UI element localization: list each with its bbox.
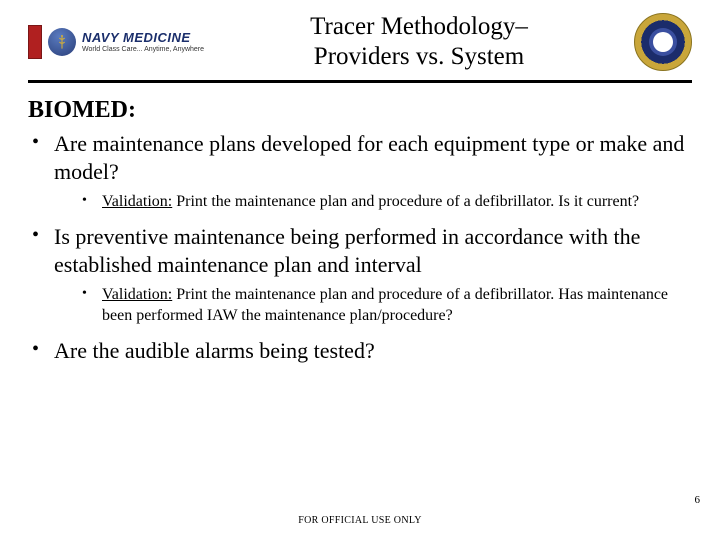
caduceus-icon xyxy=(48,28,76,56)
seal-inner-icon xyxy=(653,32,673,52)
header-divider xyxy=(28,80,692,83)
validation-label: Validation: xyxy=(102,286,172,303)
red-accent-box xyxy=(28,25,42,59)
page-number: 6 xyxy=(695,494,701,506)
slide-title: Tracer Methodology– Providers vs. System xyxy=(204,12,634,72)
sub-bullet-list: Validation: Print the maintenance plan a… xyxy=(54,192,692,213)
brand-subtitle: World Class Care... Anytime, Anywhere xyxy=(82,46,204,53)
bullet-text: Are the audible alarms being tested? xyxy=(54,338,375,363)
validation-label: Validation: xyxy=(102,193,172,210)
brand-text: NAVY MEDICINE World Class Care... Anytim… xyxy=(82,31,204,53)
brand-title: NAVY MEDICINE xyxy=(82,31,204,44)
sub-bullet-item: Validation: Print the maintenance plan a… xyxy=(82,285,692,327)
title-line-2: Providers vs. System xyxy=(314,43,524,70)
title-line-1: Tracer Methodology– xyxy=(310,13,528,40)
bullet-text: Are maintenance plans developed for each… xyxy=(54,131,684,184)
sub-bullet-item: Validation: Print the maintenance plan a… xyxy=(82,192,692,213)
section-heading: BIOMED: xyxy=(28,97,692,124)
header-row: NAVY MEDICINE World Class Care... Anytim… xyxy=(28,12,692,72)
sub-bullet-list: Validation: Print the maintenance plan a… xyxy=(54,285,692,327)
bullet-item: Are maintenance plans developed for each… xyxy=(28,130,692,213)
validation-text: Print the maintenance plan and procedure… xyxy=(172,193,639,210)
validation-text: Print the maintenance plan and procedure… xyxy=(102,286,668,324)
slide: NAVY MEDICINE World Class Care... Anytim… xyxy=(0,0,720,540)
bullet-item: Is preventive maintenance being performe… xyxy=(28,223,692,327)
navy-seal-icon xyxy=(634,13,692,71)
bullet-list: Are maintenance plans developed for each… xyxy=(28,130,692,365)
footer-classification: FOR OFFICIAL USE ONLY xyxy=(0,515,720,526)
navy-medicine-logo: NAVY MEDICINE World Class Care... Anytim… xyxy=(28,25,204,59)
bullet-text: Is preventive maintenance being performe… xyxy=(54,224,640,277)
bullet-item: Are the audible alarms being tested? xyxy=(28,337,692,365)
